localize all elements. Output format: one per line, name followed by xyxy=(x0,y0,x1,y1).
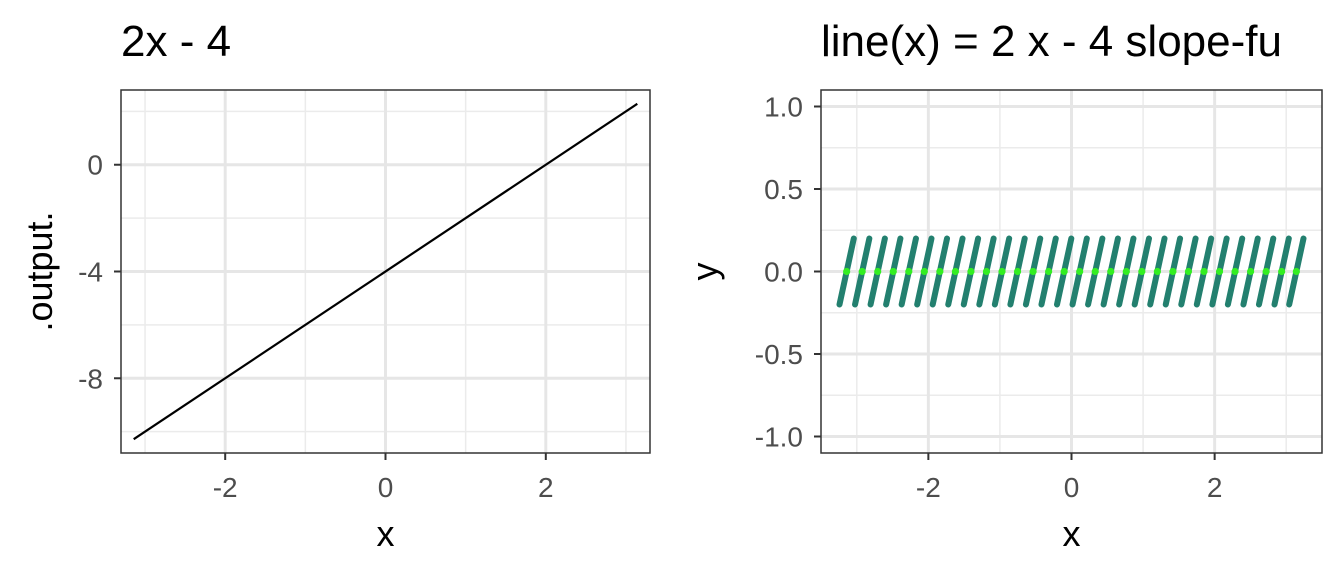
x-tick-label: -2 xyxy=(916,472,941,503)
y-tick-label: -8 xyxy=(78,363,103,394)
data-point xyxy=(1076,267,1084,276)
data-point xyxy=(1153,267,1161,276)
data-point xyxy=(1169,267,1177,276)
chart-panel-left: -2 0 2 0 -4 -8 2x - 4 x .output. xyxy=(19,17,651,554)
x-axis-title: x xyxy=(377,513,395,554)
data-point xyxy=(1045,267,1053,276)
data-point xyxy=(1013,267,1022,276)
x-axis-title: x xyxy=(1063,513,1081,554)
x-tick-label: 2 xyxy=(1207,472,1223,503)
y-tick-label: 0.5 xyxy=(764,174,803,205)
data-point xyxy=(1262,267,1270,276)
y-tick-label: 0.0 xyxy=(764,257,803,288)
data-point xyxy=(889,267,897,276)
data-point xyxy=(843,267,851,276)
data-point xyxy=(967,267,975,276)
x-tick-label: -2 xyxy=(213,472,238,503)
data-point xyxy=(905,267,913,276)
y-tick-label: -1.0 xyxy=(755,422,803,453)
chart-title: 2x - 4 xyxy=(121,17,231,66)
data-point xyxy=(951,267,960,276)
data-point xyxy=(1138,267,1146,276)
chart-panel-right: -2 0 2 1.0 0.5 0.0 -0.5 -1.0 line(x) = 2 x - 4 s… xyxy=(684,17,1323,554)
data-point xyxy=(1278,267,1286,276)
data-point xyxy=(1184,267,1193,276)
y-axis-title: y xyxy=(684,263,725,281)
series-line xyxy=(133,102,638,441)
data-point xyxy=(936,267,944,276)
data-point xyxy=(1122,267,1130,276)
y-tick-label: -4 xyxy=(78,257,103,288)
data-point xyxy=(1231,267,1239,276)
y-tick-label: 0 xyxy=(87,150,103,181)
data-point xyxy=(920,267,928,276)
data-point xyxy=(1200,267,1208,276)
data-point xyxy=(1292,267,1300,276)
y-tick-label: -0.5 xyxy=(755,339,803,370)
data-point xyxy=(998,267,1006,276)
y-tick-label: 1.0 xyxy=(764,92,803,123)
x-tick-label: 2 xyxy=(538,472,554,503)
data-point xyxy=(1091,267,1099,276)
data-point xyxy=(858,267,866,276)
x-tick-label: 0 xyxy=(1064,472,1080,503)
x-tick-label: 0 xyxy=(378,472,394,503)
data-point xyxy=(1029,267,1037,276)
y-axis-title: .output. xyxy=(19,211,60,331)
data-point xyxy=(1215,267,1224,276)
chart-title: line(x) = 2 x - 4 slope-fu xyxy=(821,17,1282,66)
data-point xyxy=(874,267,882,276)
data-point xyxy=(982,267,991,276)
data-point xyxy=(1107,267,1115,276)
data-point xyxy=(1060,267,1068,276)
data-point xyxy=(1246,267,1255,276)
